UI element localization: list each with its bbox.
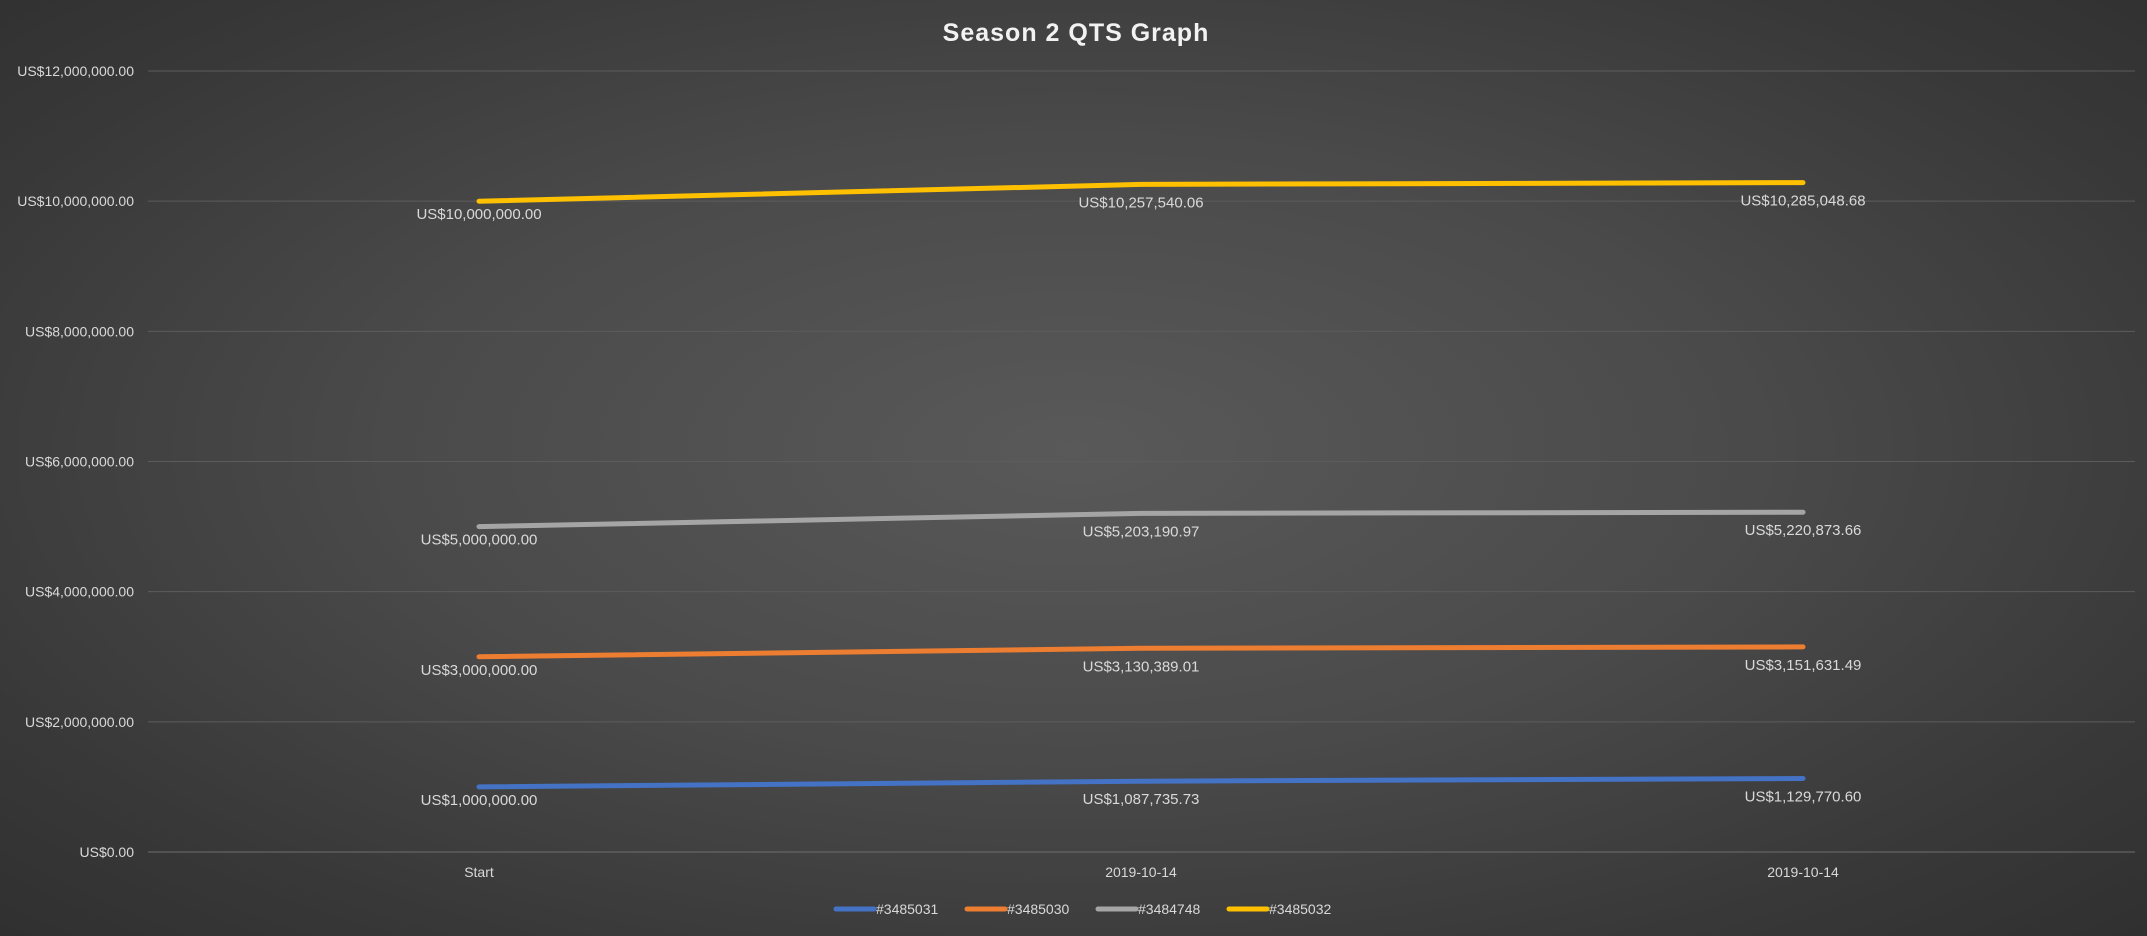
data-label: US$5,203,190.97	[1083, 523, 1200, 540]
data-label: US$5,220,873.66	[1745, 522, 1862, 539]
data-label: US$10,285,048.68	[1740, 193, 1865, 210]
grid-lines	[148, 70, 2135, 853]
series-line	[476, 509, 1806, 530]
data-label: US$5,000,000.00	[421, 532, 538, 549]
legend-entry: #3485032	[1269, 901, 1332, 917]
data-labels: US$1,000,000.00 US$1,087,735.73 US$1,129,7…	[416, 193, 1865, 809]
series-line	[476, 776, 1806, 790]
data-label: US$3,130,389.01	[1083, 658, 1200, 675]
y-tick-label: US$12,000,000.00	[17, 63, 134, 79]
x-tick-label: Start	[464, 864, 494, 880]
data-label: US$10,257,540.06	[1078, 194, 1203, 211]
series-line	[476, 180, 1806, 204]
series-lines	[476, 180, 1806, 790]
y-tick-label: US$6,000,000.00	[25, 454, 134, 470]
y-tick-label: US$0.00	[80, 844, 135, 860]
y-tick-label: US$2,000,000.00	[25, 714, 134, 730]
data-label: US$1,087,735.73	[1083, 791, 1200, 808]
legend-entry: #3484748	[1138, 901, 1201, 917]
y-axis-tick-labels: US$0.00 US$2,000,000.00 US$4,000,000.00 US$…	[17, 63, 134, 860]
chart-title: Season 2 QTS Graph	[943, 19, 1210, 47]
legend-entry: #3485031	[876, 901, 939, 917]
data-label: US$3,151,631.49	[1745, 657, 1862, 674]
legend: #3485031 #3485030 #3484748 #3485032	[833, 901, 1332, 917]
data-label: US$10,000,000.00	[416, 206, 541, 223]
data-label: US$1,000,000.00	[421, 792, 538, 809]
series-line	[476, 644, 1806, 660]
legend-entry: #3485030	[1007, 901, 1070, 917]
y-tick-label: US$4,000,000.00	[25, 584, 134, 600]
x-tick-label: 2019-10-14	[1105, 864, 1177, 880]
x-axis-tick-labels: Start 2019-10-14 2019-10-14	[464, 864, 1839, 880]
x-tick-label: 2019-10-14	[1767, 864, 1839, 880]
data-label: US$1,129,770.60	[1745, 788, 1862, 805]
y-tick-label: US$10,000,000.00	[17, 193, 134, 209]
data-label: US$3,000,000.00	[421, 662, 538, 679]
y-tick-label: US$8,000,000.00	[25, 323, 134, 339]
